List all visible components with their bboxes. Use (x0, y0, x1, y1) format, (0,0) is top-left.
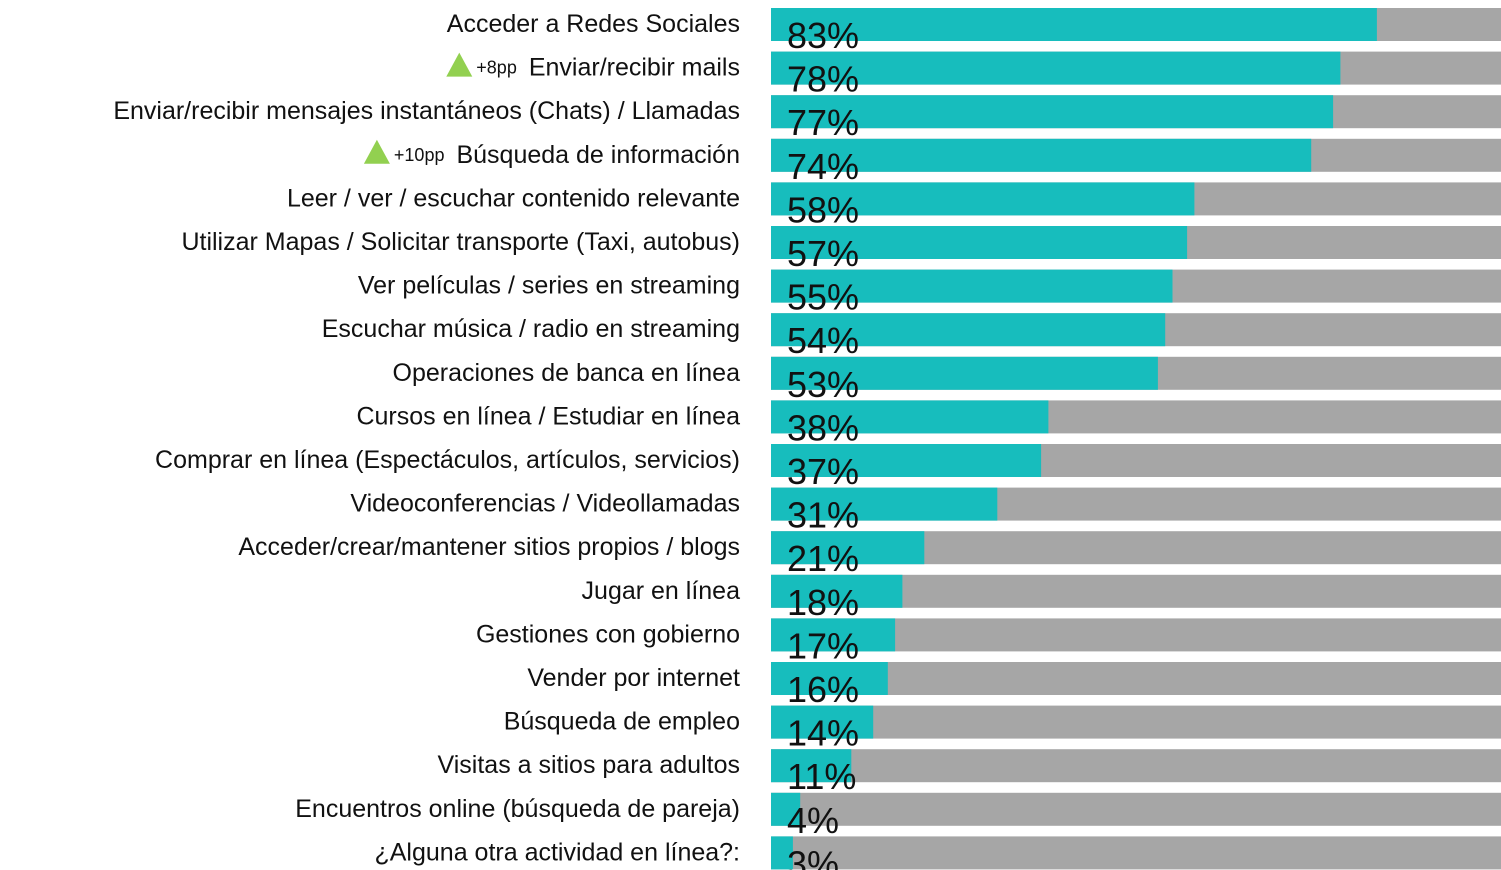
value-label: 14% (787, 713, 859, 754)
value-label: 38% (787, 407, 859, 448)
category-label: Gestiones con gobierno (476, 620, 740, 648)
category-label: Enviar/recibir mensajes instantáneos (Ch… (113, 97, 740, 125)
bar-background (771, 705, 1501, 739)
bar (771, 138, 1312, 172)
category-label: Acceder a Redes Sociales (447, 10, 740, 38)
bar (771, 356, 1158, 390)
bar (771, 51, 1341, 85)
bar (771, 269, 1173, 303)
value-label: 77% (787, 102, 859, 143)
category-label: Comprar en línea (Espectáculos, artículo… (155, 446, 740, 474)
bar-background (771, 662, 1501, 695)
category-label: Leer / ver / escuchar contenido relevant… (287, 184, 740, 212)
value-label: 53% (787, 364, 859, 405)
category-label: Ver películas / series en streaming (358, 272, 740, 300)
value-label: 55% (787, 277, 859, 318)
value-label: 16% (787, 669, 859, 710)
bar (771, 226, 1188, 259)
value-label: 3% (787, 843, 839, 870)
value-label: 31% (787, 495, 859, 536)
bar (771, 400, 1049, 434)
value-label: 37% (787, 451, 859, 492)
bar (771, 749, 852, 783)
category-label: Utilizar Mapas / Solicitar transporte (T… (181, 228, 740, 256)
bar (771, 531, 925, 565)
category-label: Búsqueda de empleo (504, 708, 740, 736)
category-label: Vender por internet (527, 664, 740, 692)
bar (771, 836, 793, 870)
category-label: Encuentros online (búsqueda de pareja) (295, 795, 740, 823)
up-triangle (363, 139, 390, 164)
annotation: +8pp (476, 58, 517, 78)
category-label: Escuchar música / radio en streaming (322, 315, 740, 343)
annotation: +10pp (394, 145, 445, 165)
bar-background (771, 792, 1501, 826)
value-label: 21% (787, 538, 859, 579)
value-label: 17% (787, 625, 859, 666)
bar (771, 487, 998, 521)
bar-background (771, 749, 1501, 783)
bar (771, 444, 1042, 477)
category-label: Enviar/recibir mails (529, 54, 740, 82)
category-label: Búsqueda de información (456, 141, 740, 169)
bar (771, 313, 1166, 347)
category-label: Jugar en línea (582, 577, 741, 605)
value-label: 18% (787, 582, 859, 623)
category-label: Visitas a sitios para adultos (438, 751, 740, 779)
category-label: Cursos en línea / Estudiar en línea (356, 402, 740, 430)
category-label: ¿Alguna otra actividad en línea?: (374, 838, 740, 866)
up-triangle (446, 52, 473, 77)
value-label: 11% (787, 756, 856, 797)
bar (771, 182, 1195, 216)
value-label: 57% (787, 233, 859, 274)
bar (771, 618, 896, 652)
value-label: 4% (787, 800, 839, 841)
bar-background (771, 836, 1501, 870)
bar (771, 8, 1377, 41)
bar (771, 662, 888, 695)
value-label: 58% (787, 189, 859, 230)
category-label: Operaciones de banca en línea (393, 359, 741, 387)
bar (771, 705, 874, 739)
category-label: Videoconferencias / Videollamadas (350, 490, 740, 518)
bar (771, 792, 801, 826)
value-label: 54% (787, 320, 859, 361)
bar (771, 574, 903, 608)
bar (771, 95, 1334, 129)
category-label: Acceder/crear/mantener sitios propios / … (238, 533, 740, 561)
value-label: 78% (787, 59, 859, 100)
value-label: 74% (787, 146, 859, 187)
value-label: 83% (787, 15, 859, 56)
